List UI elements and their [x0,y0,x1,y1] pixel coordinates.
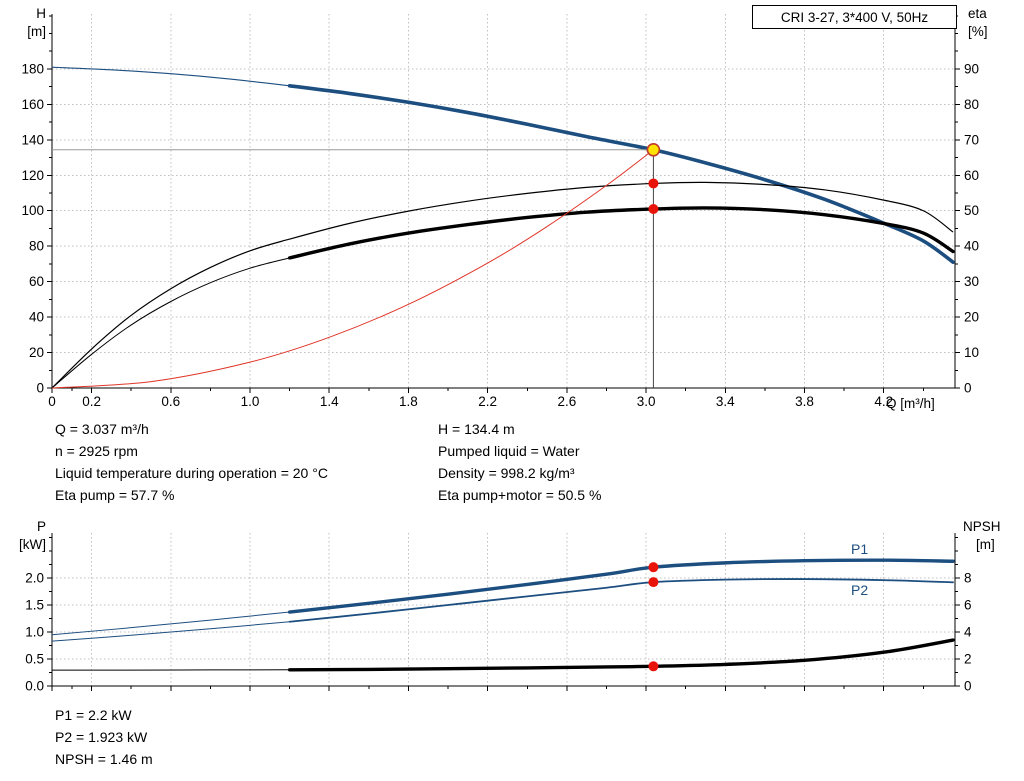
x-tick-label: 3.8 [795,394,814,409]
y-right-tick-label: 60 [964,168,979,183]
power-axis-unit: [kW] [19,537,46,552]
x-tick-label: 2.2 [478,394,497,409]
p2-curve-label: P2 [851,582,869,598]
npsh-curve [287,638,955,672]
y-left-tick-label: 120 [21,168,44,183]
info-p1: P1 = 2.2 kW [55,707,132,723]
info-head: H = 134.4 m [438,421,515,437]
y-left-tick-label: 0.0 [25,679,44,694]
pump-model-title-box: CRI 3-27, 3*400 V, 50Hz [752,5,957,29]
head-axis-unit: [m] [27,24,46,39]
p2-curve-thin [51,621,290,642]
y-left-tick-label: 60 [29,274,44,289]
power-axis-label: P [36,519,46,534]
x-tick-label: 4.2 [874,394,893,409]
flow-axis-label: Q [m³/h] [886,396,935,411]
p2-point [648,577,659,588]
x-tick-label: 1.4 [320,394,339,409]
info-liquid-temp: Liquid temperature during operation = 20… [55,465,328,481]
y-right-tick-label: 70 [964,132,979,147]
p1-point [648,562,659,573]
y-right-tick-label: 0 [964,381,972,396]
eta-axis-label: eta [968,6,987,21]
head-curve-thin [51,66,290,87]
y-right-tick-label: 2 [964,651,972,666]
y-left-tick-label: 0.5 [25,651,44,666]
p1-curve-thin [51,611,290,636]
npsh-axis-label: NPSH [963,519,1001,534]
duty-point [646,142,661,157]
info-p2: P2 = 1.923 kW [55,729,148,745]
p1-curve [287,558,955,614]
y-right-tick-label: 40 [964,239,979,254]
npsh-axis-unit: [m] [976,537,995,552]
x-tick-label: 1.8 [399,394,418,409]
y-left-tick-label: 20 [29,345,44,360]
x-tick-label: 2.6 [557,394,576,409]
eta-pump-point [648,178,659,189]
y-right-tick-label: 4 [964,624,972,639]
info-eta-pump-motor: Eta pump+motor = 50.5 % [438,487,602,503]
info-pumped-liquid: Pumped liquid = Water [438,443,580,459]
info-npsh: NPSH = 1.46 m [55,751,153,767]
y-left-tick-label: 0 [36,381,44,396]
npsh-point [648,661,659,672]
info-flow: Q = 3.037 m³/h [55,421,149,437]
x-tick-label: 3.0 [637,394,656,409]
y-right-tick-label: 20 [964,310,979,325]
chart-group: 0 0.2 0.6 1.0 1.4 1.8 2.2 2.6 3.0 3.4 3.8 4.2 0 20 40 6… [21,14,979,409]
x-tick-label: 3.4 [716,394,735,409]
y-right-tick-label: 50 [964,203,979,218]
info-eta-pump: Eta pump = 57.7 % [55,487,175,503]
y-left-tick-label: 180 [21,61,44,76]
y-left-tick-label: 160 [21,97,44,112]
x-tick-label: 1.0 [241,394,260,409]
y-left-tick-label: 100 [21,203,44,218]
y-right-tick-label: 30 [964,274,979,289]
system-curve [51,149,654,389]
y-left-tick-label: 1.0 [25,624,44,639]
eta-axis-unit: [%] [968,24,988,39]
info-density: Density = 998.2 kg/m³ [438,465,575,481]
info-speed: n = 2925 rpm [55,443,138,459]
x-tick-label: 0.2 [82,394,101,409]
eta-pump-motor-point [648,203,659,214]
y-right-tick-label: 0 [964,679,972,694]
chart-group: 0.0 0.5 1.0 1.5 2.0 0 2 4 6 8 [25,533,972,694]
y-left-tick-label: 2.0 [25,570,44,585]
y-left-tick-label: 40 [29,310,44,325]
y-left-tick-label: 140 [21,132,44,147]
head-axis-label: H [36,6,46,21]
eta-pump-motor-curve-thin [51,257,290,389]
p1-curve-label: P1 [851,541,869,557]
x-tick-label: 0 [48,394,56,409]
x-tick-label: 0.6 [161,394,180,409]
p2-curve [288,578,954,623]
eta-pump-curve [51,181,954,389]
y-left-tick-label: 80 [29,239,44,254]
y-right-tick-label: 10 [964,345,979,360]
y-right-tick-label: 6 [964,597,972,612]
y-right-tick-label: 8 [964,570,972,585]
y-left-tick-label: 1.5 [25,597,44,612]
y-right-tick-label: 80 [964,97,979,112]
y-right-tick-label: 90 [964,61,979,76]
